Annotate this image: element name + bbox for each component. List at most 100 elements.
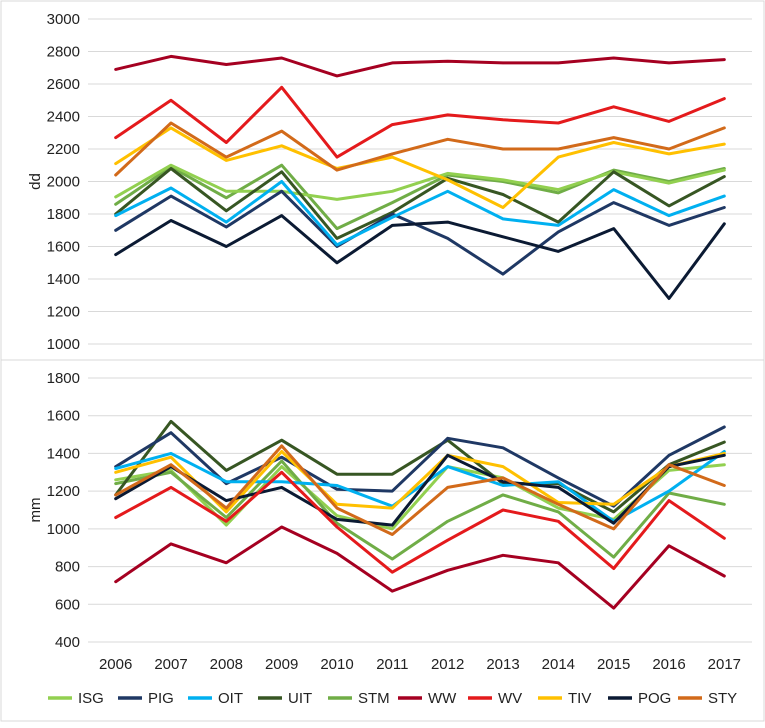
series-line-panel1-WW: [114, 525, 726, 610]
series-line-panel1-UIT: [114, 419, 726, 514]
y-tick-label: 1200: [47, 304, 80, 321]
data-point-panel0-PIG: [612, 201, 615, 204]
data-point-panel0-OIT: [391, 216, 394, 219]
data-point-panel0-WV: [391, 123, 394, 126]
data-point-panel1-POG: [723, 454, 726, 457]
series-line-panel0-PIG: [114, 189, 726, 276]
series-line-panel0-STM: [114, 163, 726, 231]
data-point-panel1-WW: [225, 561, 228, 564]
data-point-panel0-STM: [225, 196, 228, 199]
data-point-panel1-WV: [335, 525, 339, 529]
data-point-panel1-TIV: [169, 456, 173, 459]
data-point-panel1-WW: [557, 561, 560, 564]
data-point-panel0-STM: [280, 164, 283, 167]
data-point-panel0-UIT: [612, 170, 615, 173]
data-point-panel1-STY: [169, 463, 173, 466]
data-point-panel1-PIG: [391, 489, 394, 493]
data-point-panel0-ISG: [114, 195, 117, 199]
data-point-panel1-WV: [225, 520, 228, 523]
series-line-panel0-OIT: [114, 180, 726, 247]
data-point-panel1-OIT: [280, 480, 283, 483]
data-point-panel0-POG: [501, 235, 505, 238]
series-line-panel0-POG: [114, 214, 726, 300]
data-point-panel1-PIG: [723, 425, 726, 429]
data-point-panel1-WV: [723, 537, 726, 540]
data-point-panel0-STM: [391, 201, 394, 204]
data-point-panel0-POG: [169, 219, 173, 222]
data-point-panel0-PIG: [557, 230, 560, 234]
data-point-panel0-POG: [280, 214, 283, 217]
x-tick-label: 2009: [265, 656, 298, 673]
data-point-panel0-STY: [280, 129, 283, 133]
data-point-panel0-WV: [114, 136, 117, 139]
series-line-panel1-STM: [114, 459, 726, 561]
data-point-panel1-UIT: [335, 472, 339, 476]
data-point-panel1-POG: [280, 486, 283, 489]
data-point-panel1-STY: [612, 527, 615, 531]
data-point-panel0-OIT: [335, 243, 339, 247]
series-layer: [114, 54, 726, 610]
data-point-panel0-UIT: [723, 175, 726, 178]
data-point-panel1-WV: [667, 499, 671, 502]
data-point-panel1-WV: [446, 538, 449, 542]
data-point-panel1-UIT: [723, 440, 726, 444]
y-tick-label: 2800: [47, 44, 80, 61]
data-point-panel1-TIV: [391, 506, 394, 510]
data-point-panel0-WV: [501, 118, 505, 121]
data-point-panel0-POG: [667, 297, 671, 300]
data-point-panel0-WV: [225, 141, 228, 144]
data-point-panel0-TIV: [446, 178, 449, 182]
data-point-panel1-ISG: [557, 506, 560, 510]
data-point-panel1-UIT: [280, 439, 283, 442]
data-point-panel1-POG: [557, 486, 560, 489]
data-point-panel0-ISG: [169, 164, 173, 167]
y-tick-label: 2000: [47, 174, 80, 191]
data-point-panel0-UIT: [667, 204, 671, 208]
data-point-panel1-STM: [446, 520, 449, 523]
data-point-panel0-PIG: [723, 206, 726, 209]
legend: ISG PIG OIT UIT STM WW WV TIV POG STY: [48, 690, 737, 707]
legend-label: WV: [498, 690, 522, 707]
data-point-panel0-STY: [501, 147, 505, 151]
x-tick-label: 2013: [486, 656, 519, 673]
data-point-panel0-STY: [557, 147, 560, 151]
data-point-panel1-STY: [667, 463, 671, 466]
data-point-panel1-STM: [501, 493, 505, 497]
data-point-panel0-WV: [335, 155, 339, 159]
data-point-panel1-STM: [612, 555, 615, 559]
data-point-panel0-UIT: [169, 167, 173, 170]
data-point-panel0-POG: [225, 245, 228, 248]
data-point-panel0-OIT: [501, 217, 505, 221]
data-point-panel1-WW: [501, 554, 505, 557]
data-point-panel1-STY: [114, 493, 117, 497]
data-point-panel1-STM: [335, 522, 339, 525]
x-tick-label: 2007: [154, 656, 187, 673]
data-point-panel1-PIG: [280, 456, 283, 459]
data-point-panel1-STM: [114, 482, 117, 485]
data-point-panel0-PIG: [501, 272, 505, 276]
data-point-panel0-STY: [723, 126, 726, 130]
data-point-panel0-TIV: [280, 144, 283, 147]
data-point-panel0-STM: [335, 227, 339, 230]
data-point-panel0-WW: [335, 74, 339, 78]
data-point-panel1-POG: [114, 497, 117, 500]
data-point-panel0-ISG: [225, 190, 228, 193]
x-tick-label: 2008: [210, 656, 243, 673]
data-point-panel0-STY: [169, 121, 173, 125]
data-point-panel0-WW: [667, 61, 671, 65]
data-point-panel1-WV: [114, 516, 117, 519]
y-tick-label: 1400: [47, 445, 80, 462]
data-point-panel0-POG: [335, 261, 339, 264]
data-point-panel1-TIV: [501, 465, 505, 468]
data-point-panel1-POG: [225, 499, 228, 502]
data-point-panel1-TIV: [612, 503, 615, 506]
data-point-panel1-TIV: [335, 503, 339, 506]
y-tick-label: 1800: [47, 206, 80, 223]
y-tick-label: 2400: [47, 109, 80, 126]
data-point-panel1-UIT: [391, 472, 394, 476]
data-point-panel1-UIT: [169, 420, 173, 423]
y-tick-label: 1600: [47, 239, 80, 256]
data-point-panel1-STY: [391, 533, 394, 536]
data-point-panel0-ISG: [501, 178, 505, 182]
data-point-panel1-WW: [612, 606, 615, 610]
